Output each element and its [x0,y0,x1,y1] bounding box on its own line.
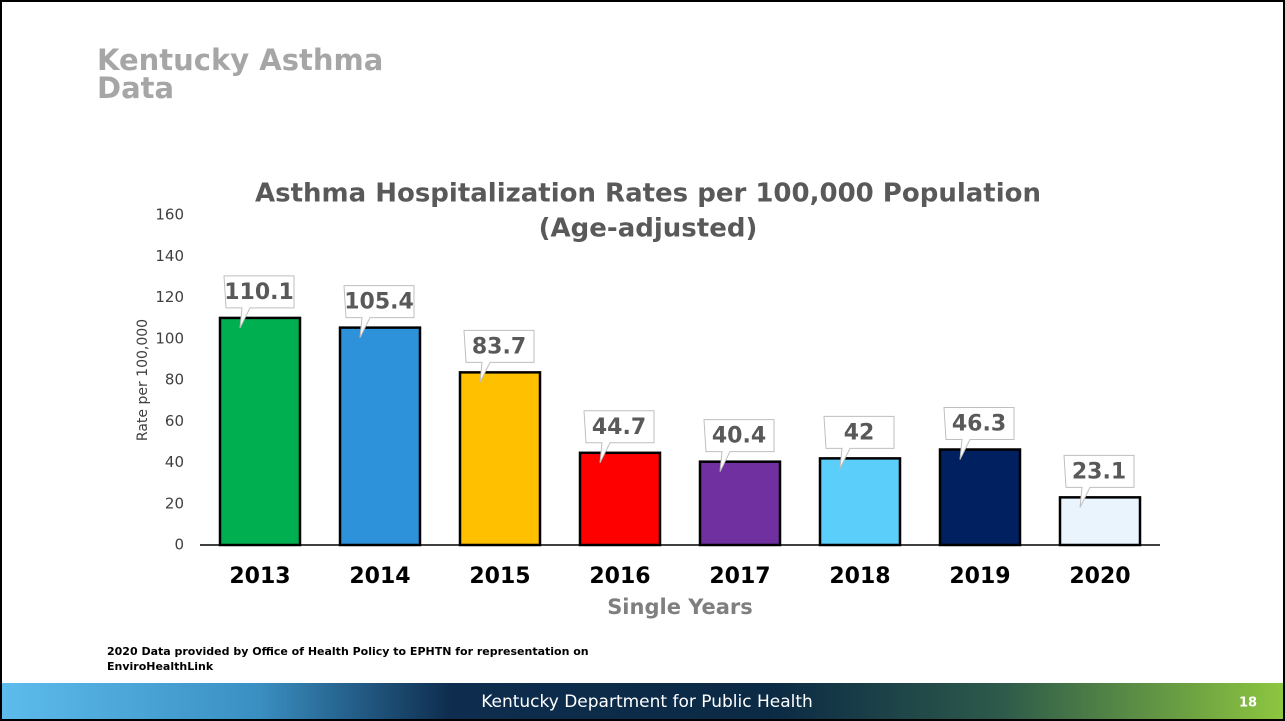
bar [578,451,662,547]
y-axis-title: Rate per 100,000 [135,319,151,441]
y-tick-label: 60 [165,412,184,430]
footer-bar [2,683,1283,719]
bar [938,448,1022,547]
x-tick-label: 2015 [469,564,530,589]
data-callout [583,410,655,464]
y-tick-label: 100 [155,329,184,347]
data-callout [1063,454,1135,508]
data-label: 110.1 [224,280,294,305]
data-label: 46.3 [952,412,1006,437]
x-tick-label: 2020 [1069,564,1130,589]
y-tick-label: 20 [165,494,184,512]
chart-title: Asthma Hospitalization Rates per 100,000… [255,179,1041,209]
footnote: 2020 Data provided by Office of Health P… [107,645,589,658]
page-number: 18 [1239,696,1257,711]
x-tick-label: 2018 [829,564,890,589]
data-label: 23.1 [1072,459,1126,484]
y-tick-label: 160 [155,206,184,224]
data-callout [463,329,535,383]
data-label: 83.7 [472,334,526,359]
x-tick-label: 2016 [589,564,650,589]
data-callout [823,415,895,469]
data-label: 44.7 [592,415,646,440]
y-tick-label: 140 [155,247,184,265]
x-tick-label: 2017 [709,564,770,589]
y-tick-label: 120 [155,288,184,306]
bar [1058,496,1142,547]
x-tick-label: 2019 [949,564,1010,589]
bar [698,460,782,547]
data-callout [703,419,775,472]
slide-title: Kentucky Asthma [97,43,383,77]
x-tick-label: 2013 [229,564,290,589]
data-callout [223,275,295,329]
slide-title: Data [97,71,174,105]
footnote: EnviroHealthLink [107,660,214,673]
chart-subtitle: (Age-adjusted) [539,214,758,244]
data-label: 105.4 [344,290,414,315]
y-tick-label: 40 [165,453,184,471]
data-label: 40.4 [712,424,766,449]
bar [818,457,902,547]
data-callout [343,285,415,338]
data-callout [943,407,1015,460]
bar [338,326,422,547]
bar [458,371,542,547]
bar [218,316,302,547]
footer-text: Kentucky Department for Public Health [481,692,813,712]
x-axis-title: Single Years [607,595,753,619]
x-tick-label: 2014 [349,564,410,589]
y-tick-label: 80 [165,371,184,389]
y-tick-label: 0 [174,536,184,554]
data-label: 42 [844,420,875,445]
